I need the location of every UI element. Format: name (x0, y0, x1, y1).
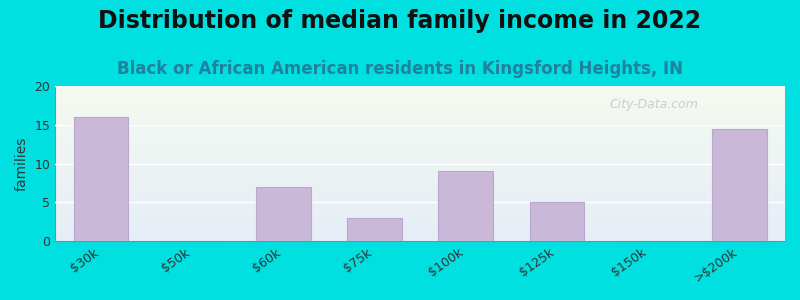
Bar (74, 117, 128, 241)
Text: Black or African American residents in Kingsford Heights, IN: Black or African American residents in K… (117, 60, 683, 78)
Bar (438, 171, 493, 241)
Bar (256, 187, 310, 241)
Text: City-Data.com: City-Data.com (610, 98, 698, 111)
Y-axis label: families: families (15, 136, 29, 191)
Bar (712, 129, 766, 241)
Bar (347, 218, 402, 241)
Text: Distribution of median family income in 2022: Distribution of median family income in … (98, 9, 702, 33)
Bar (530, 202, 584, 241)
